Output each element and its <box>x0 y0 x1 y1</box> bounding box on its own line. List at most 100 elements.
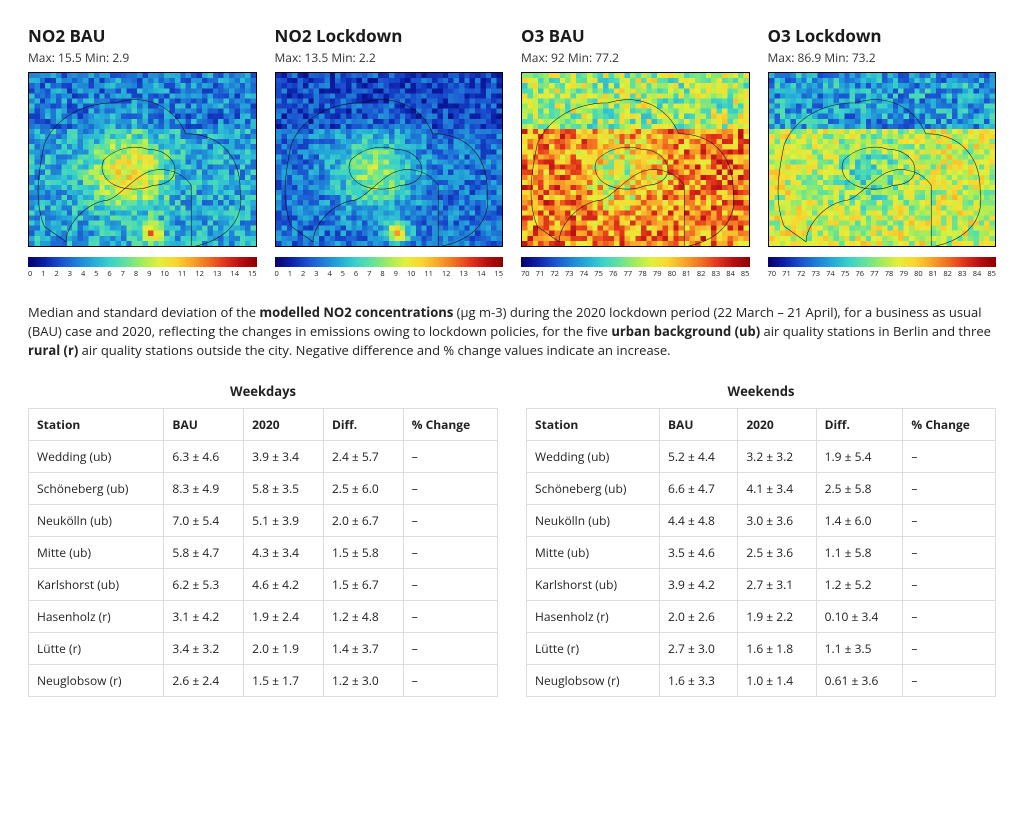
table-cell: – <box>403 504 497 536</box>
table-cell: 1.9 ± 2.2 <box>738 600 816 632</box>
table-cell: – <box>403 568 497 600</box>
colorbar-tick: 84 <box>726 269 735 279</box>
colorbar-tick: 9 <box>394 269 398 279</box>
table-cell: 1.9 ± 5.4 <box>816 440 903 472</box>
table-cell: – <box>403 600 497 632</box>
heatmap <box>521 72 750 247</box>
table-header-cell: 2020 <box>738 408 816 440</box>
colorbar-tick: 75 <box>841 269 850 279</box>
colorbar: 70717273747576777879808182838485 <box>521 257 750 279</box>
table-cell: – <box>903 536 996 568</box>
weekdays-heading: Weekdays <box>28 382 498 400</box>
table-cell: 2.7 ± 3.1 <box>738 568 816 600</box>
table-header-cell: Diff. <box>323 408 403 440</box>
heatmap <box>275 72 504 247</box>
colorbar-tick: 1 <box>288 269 292 279</box>
table-cell: 2.0 ± 6.7 <box>323 504 403 536</box>
colorbar-tick: 83 <box>958 269 967 279</box>
colorbar-tick: 71 <box>782 269 791 279</box>
colorbar: 0123456789101112131415 <box>275 257 504 279</box>
table-row: Neukölln (ub)7.0 ± 5.45.1 ± 3.92.0 ± 6.7… <box>29 504 498 536</box>
table-row: Karlshorst (ub)3.9 ± 4.22.7 ± 3.11.2 ± 5… <box>527 568 996 600</box>
colorbar-tick: 77 <box>624 269 633 279</box>
table-row: Neuglobsow (r)1.6 ± 3.31.0 ± 1.40.61 ± 3… <box>527 664 996 696</box>
map-subtext: Max: 15.5 Min: 2.9 <box>28 49 257 66</box>
table-header-cell: BAU <box>659 408 737 440</box>
table-cell: 2.0 ± 2.6 <box>659 600 737 632</box>
colorbar-tick: 84 <box>973 269 982 279</box>
colorbar-tick: 11 <box>424 269 433 279</box>
table-cell: 2.5 ± 3.6 <box>738 536 816 568</box>
table-cell: 2.4 ± 5.7 <box>323 440 403 472</box>
colorbar-tick: 7 <box>367 269 371 279</box>
table-cell: 1.1 ± 3.5 <box>816 632 903 664</box>
map-panel-no2_lock: NO2 LockdownMax: 13.5 Min: 2.20123456789… <box>275 24 504 279</box>
table-cell: 2.5 ± 6.0 <box>323 472 403 504</box>
table-cell: – <box>903 664 996 696</box>
table-cell: 4.6 ± 4.2 <box>244 568 324 600</box>
table-cell: 3.0 ± 3.6 <box>738 504 816 536</box>
caption-bold-3: rural (r) <box>28 341 78 359</box>
table-row: Schöneberg (ub)8.3 ± 4.95.8 ± 3.52.5 ± 6… <box>29 472 498 504</box>
colorbar-tick: 77 <box>870 269 879 279</box>
table-cell: Neuglobsow (r) <box>527 664 660 696</box>
colorbar-tick: 81 <box>682 269 691 279</box>
weekdays-table: StationBAU2020Diff.% ChangeWedding (ub)6… <box>28 408 498 697</box>
table-cell: – <box>403 664 497 696</box>
colorbar-tick: 12 <box>195 269 204 279</box>
colorbar-tick: 82 <box>697 269 706 279</box>
table-cell: – <box>903 600 996 632</box>
colorbar-tick: 0 <box>275 269 279 279</box>
table-cell: – <box>403 440 497 472</box>
colorbar-tick: 13 <box>459 269 468 279</box>
table-cell: Schöneberg (ub) <box>527 472 660 504</box>
colorbar-tick: 9 <box>147 269 151 279</box>
table-cell: 0.61 ± 3.6 <box>816 664 903 696</box>
table-cell: 2.0 ± 1.9 <box>244 632 324 664</box>
table-cell: – <box>903 472 996 504</box>
table-cell: 6.2 ± 5.3 <box>164 568 244 600</box>
table-row: Neuglobsow (r)2.6 ± 2.41.5 ± 1.71.2 ± 3.… <box>29 664 498 696</box>
maps-row: NO2 BAUMax: 15.5 Min: 2.9012345678910111… <box>28 24 996 279</box>
map-title: NO2 Lockdown <box>275 24 504 47</box>
table-cell: Neukölln (ub) <box>527 504 660 536</box>
caption-text: Median and standard deviation of the <box>28 303 259 321</box>
colorbar-tick: 76 <box>609 269 618 279</box>
colorbar-tick: 72 <box>550 269 559 279</box>
table-cell: 3.5 ± 4.6 <box>659 536 737 568</box>
table-cell: 1.2 ± 5.2 <box>816 568 903 600</box>
caption-bold-2: urban background (ub) <box>611 322 760 340</box>
colorbar-tick: 3 <box>68 269 72 279</box>
caption-bold-1: modelled NO2 concentrations <box>259 303 453 321</box>
colorbar-tick: 3 <box>314 269 318 279</box>
table-cell: Mitte (ub) <box>29 536 164 568</box>
colorbar-tick: 76 <box>855 269 864 279</box>
table-header-cell: Station <box>29 408 164 440</box>
colorbar-tick: 7 <box>121 269 125 279</box>
table-cell: – <box>403 472 497 504</box>
colorbar-tick: 4 <box>327 269 331 279</box>
colorbar-ticks: 0123456789101112131415 <box>28 269 257 279</box>
table-cell: 7.0 ± 5.4 <box>164 504 244 536</box>
table-row: Schöneberg (ub)6.6 ± 4.74.1 ± 3.42.5 ± 5… <box>527 472 996 504</box>
colorbar-ticks: 0123456789101112131415 <box>275 269 504 279</box>
table-cell: 3.1 ± 4.2 <box>164 600 244 632</box>
table-cell: – <box>903 632 996 664</box>
table-row: Mitte (ub)3.5 ± 4.62.5 ± 3.61.1 ± 5.8– <box>527 536 996 568</box>
table-cell: 1.6 ± 1.8 <box>738 632 816 664</box>
colorbar-tick: 11 <box>178 269 187 279</box>
table-cell: Karlshorst (ub) <box>527 568 660 600</box>
table-row: Karlshorst (ub)6.2 ± 5.34.6 ± 4.21.5 ± 6… <box>29 568 498 600</box>
table-cell: – <box>903 504 996 536</box>
map-title: O3 Lockdown <box>768 24 997 47</box>
caption: Median and standard deviation of the mod… <box>28 303 996 360</box>
table-cell: 1.4 ± 6.0 <box>816 504 903 536</box>
table-cell: 1.9 ± 2.4 <box>244 600 324 632</box>
table-cell: Lütte (r) <box>29 632 164 664</box>
table-cell: 1.5 ± 1.7 <box>244 664 324 696</box>
map-canvas-wrap <box>521 72 750 247</box>
table-cell: Wedding (ub) <box>527 440 660 472</box>
map-panel-o3_bau: O3 BAUMax: 92 Min: 77.270717273747576777… <box>521 24 750 279</box>
table-cell: 3.9 ± 4.2 <box>659 568 737 600</box>
table-row: Hasenholz (r)2.0 ± 2.61.9 ± 2.20.10 ± 3.… <box>527 600 996 632</box>
